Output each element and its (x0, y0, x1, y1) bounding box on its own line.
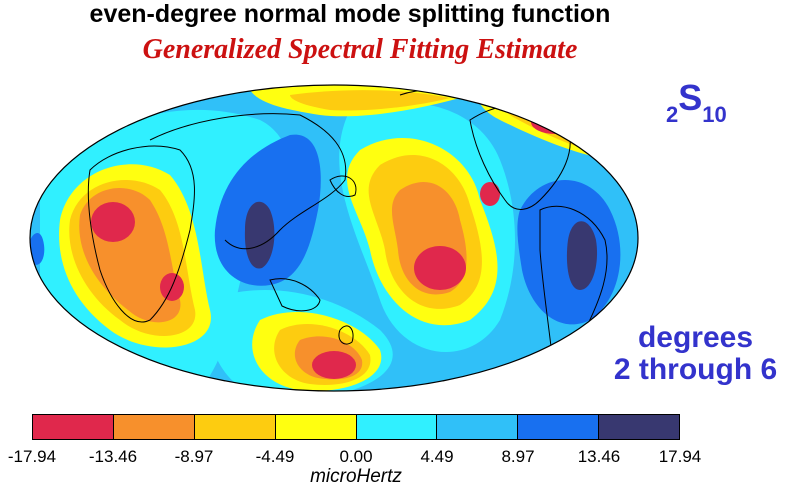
colorbar-tick-label: 0.00 (339, 447, 373, 466)
colorbar-tick-label: 4.49 (420, 447, 454, 466)
navy-core-asia (244, 201, 275, 269)
colorbar-tick-label: -8.97 (174, 447, 214, 466)
colorbar-tick-label: 13.46 (577, 447, 621, 466)
colorbar-swatch (518, 415, 600, 439)
degrees-label: degrees 2 through 6 (600, 322, 791, 386)
mode-prefix: 2 (666, 102, 679, 127)
colorbar-tick-label: 17.94 (658, 447, 702, 466)
red-core-africa-north (91, 202, 135, 242)
colorbar-swatch (275, 415, 357, 439)
gold-north (290, 90, 450, 111)
colorbar-swatch (33, 415, 114, 439)
plot-title: even-degree normal mode splitting functi… (89, 0, 611, 28)
colorbar-swatch (599, 415, 679, 439)
colorbar-tick-label: -4.49 (255, 447, 295, 466)
red-core-south (312, 351, 356, 379)
degrees-line-2: 2 through 6 (613, 353, 778, 386)
navy-core-americas (566, 221, 598, 290)
map-fill (30, 85, 638, 391)
colorbar-tick-label: -13.46 (88, 447, 138, 466)
colorbar-tick-label: 8.97 (501, 447, 535, 466)
blue-west-edge (30, 233, 45, 265)
colorbar-unit: microHertz (310, 466, 402, 487)
colorbar-swatch (194, 415, 276, 439)
mode-label: 2S10 (666, 77, 727, 126)
red-core-north-pacific (480, 182, 500, 206)
colorbar-swatch (113, 415, 195, 439)
mode-suffix: 10 (702, 102, 727, 127)
splitting-function-map (29, 84, 639, 392)
colorbar (32, 414, 680, 440)
plot-subtitle: Generalized Spectral Fitting Estimate (142, 34, 578, 65)
map-outline (29, 84, 639, 392)
colorbar-swatch (356, 415, 438, 439)
mode-letter: S (678, 77, 703, 118)
degrees-line-1: degrees (637, 321, 754, 354)
colorbar-swatch (437, 415, 519, 439)
red-core-northeast (531, 110, 579, 134)
red-core-pacific (414, 246, 466, 290)
colorbar-tick-label: -17.94 (7, 447, 57, 466)
